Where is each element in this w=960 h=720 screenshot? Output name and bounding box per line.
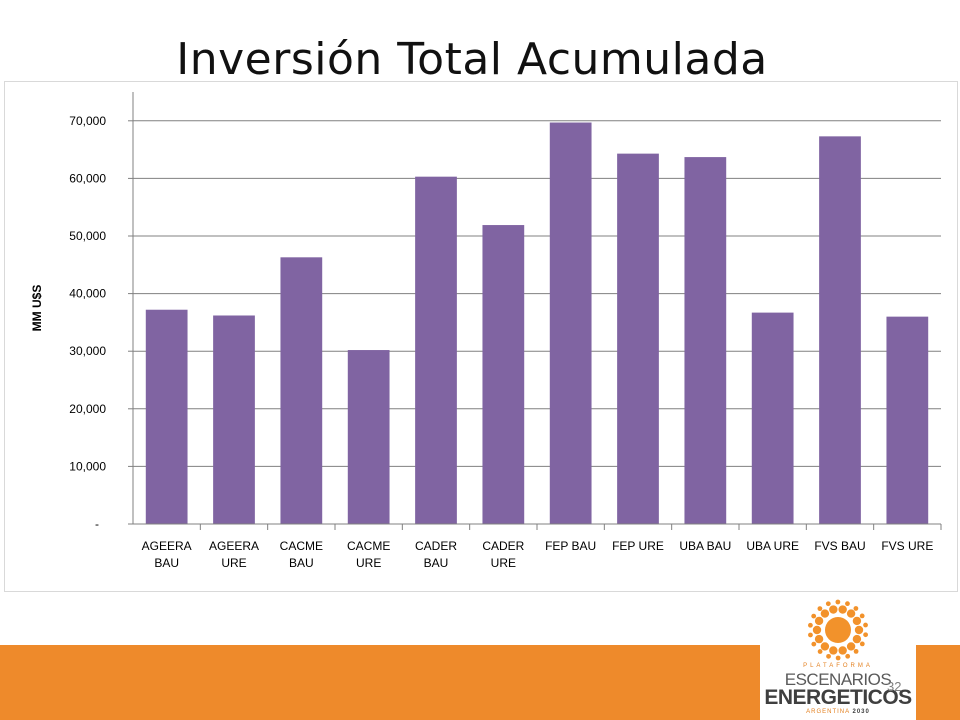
bar <box>280 257 323 524</box>
y-tick-label: - <box>95 517 99 531</box>
logo-line-argentina: ARGENTINA 2030 <box>806 709 870 715</box>
x-tick-label: UBA BAU <box>679 539 731 553</box>
axes <box>132 92 942 530</box>
y-tick-label: 30,000 <box>69 344 106 358</box>
bars <box>145 122 929 525</box>
bar <box>347 350 390 524</box>
page-number: 32 <box>887 679 902 694</box>
platform-logo: PLATAFORMA ESCENARIOS ENERGETICOS ARGENT… <box>760 598 916 720</box>
bar <box>145 309 188 524</box>
x-tick-labels: AGEERA BAU AGEERA URE CACME BAU CACME URE CADER B… <box>142 539 934 570</box>
bar <box>819 136 861 525</box>
x-tick-label: CACME URE <box>347 539 390 570</box>
logo-line-plataforma: PLATAFORMA <box>803 663 873 669</box>
bar <box>751 312 794 524</box>
chart-frame: - 10,000 20,000 30,000 40,000 50,000 60,000 70,… <box>4 81 958 592</box>
slide-title: Inversión Total Acumulada <box>176 34 768 85</box>
x-tick-label: CACME BAU <box>280 539 323 570</box>
x-tick-label: UBA URE <box>746 539 799 553</box>
x-tick-label: AGEERA URE <box>209 539 259 570</box>
bar <box>213 315 255 524</box>
x-tick-label: AGEERA BAU <box>142 539 192 570</box>
x-tick-label: FVS URE <box>881 539 933 553</box>
bar <box>482 225 525 524</box>
x-tick-label: FEP URE <box>612 539 664 553</box>
bar <box>415 176 457 524</box>
x-tick-label: FEP BAU <box>545 539 596 553</box>
y-tick-label: 70,000 <box>69 114 106 128</box>
y-tick-labels: - 10,000 20,000 30,000 40,000 50,000 60,000 70,… <box>69 114 106 531</box>
bar-chart: - 10,000 20,000 30,000 40,000 50,000 60,000 70,… <box>30 92 942 570</box>
y-tick-label: 20,000 <box>69 402 106 416</box>
bar <box>617 153 659 524</box>
sun-core <box>825 617 851 643</box>
bar <box>684 157 727 524</box>
logo-line-escenarios: ESCENARIOS <box>784 670 892 689</box>
y-tick-label: 60,000 <box>69 171 106 185</box>
gridlines <box>128 120 941 525</box>
bar <box>886 316 929 524</box>
x-tick-label: CADER BAU <box>415 539 457 570</box>
bar <box>549 122 592 524</box>
y-tick-label: 10,000 <box>69 459 106 473</box>
x-tick-label: FVS BAU <box>814 539 865 553</box>
logo-line-energeticos: ENERGETICOS <box>764 686 912 709</box>
x-tick-label: CADER URE <box>482 539 524 570</box>
y-tick-label: 50,000 <box>69 229 106 243</box>
y-axis-label: MM U$S <box>30 285 44 332</box>
sun-icon <box>808 599 868 661</box>
y-tick-label: 40,000 <box>69 287 106 301</box>
